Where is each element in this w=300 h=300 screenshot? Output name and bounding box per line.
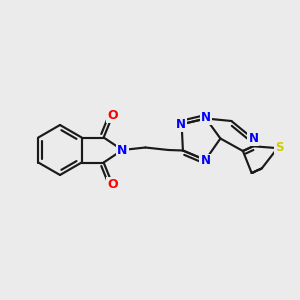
Text: N: N (117, 143, 128, 157)
Text: O: O (107, 109, 118, 122)
Text: N: N (248, 133, 258, 146)
Text: N: N (176, 118, 186, 131)
Text: S: S (275, 141, 284, 154)
Text: N: N (200, 154, 210, 167)
Text: O: O (107, 178, 118, 191)
Text: N: N (201, 111, 211, 124)
